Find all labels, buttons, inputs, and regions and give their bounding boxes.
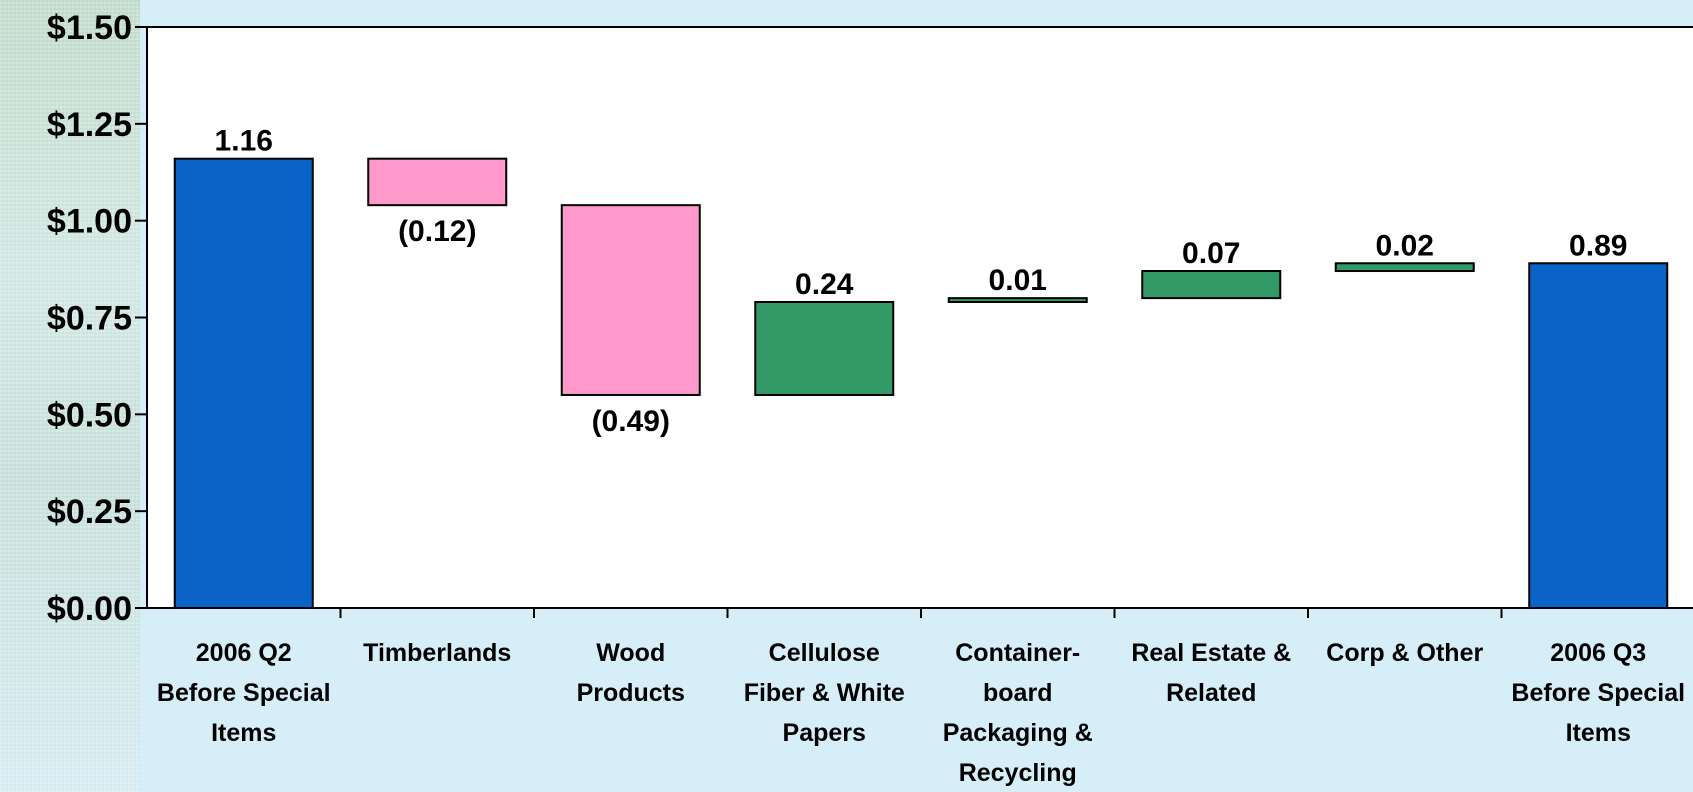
data-label: 0.01 — [989, 264, 1047, 297]
data-label: 0.07 — [1182, 237, 1240, 270]
bar-increase — [947, 297, 1088, 304]
category-label: 2006 Q2 — [196, 639, 292, 667]
category-label: Timberlands — [363, 639, 511, 667]
plot-area — [147, 27, 1693, 608]
category-label: Cellulose — [769, 639, 880, 667]
y-tick-label: $1.00 — [47, 203, 132, 241]
bars — [173, 157, 1669, 609]
y-tick-label: $1.25 — [47, 106, 132, 144]
category-label: Products — [577, 679, 685, 707]
bar-increase — [1334, 262, 1475, 273]
y-tick-label: $1.50 — [47, 9, 132, 47]
bar-total — [1528, 262, 1669, 609]
data-label: 0.02 — [1376, 229, 1434, 262]
category-label: Items — [1566, 719, 1631, 747]
data-label: (0.49) — [592, 405, 670, 438]
category-label: Container- — [955, 639, 1080, 667]
category-labels: 2006 Q2 Before Special Items Timberlands Woo… — [157, 639, 1685, 787]
category-label: Corp & Other — [1326, 639, 1483, 667]
data-label: 1.16 — [215, 125, 273, 158]
category-label: board — [983, 679, 1052, 707]
bar-total — [173, 157, 314, 609]
category-label: 2006 Q3 — [1550, 639, 1646, 667]
y-tick-label: $0.00 — [47, 590, 132, 628]
category-label: Packaging & — [943, 719, 1093, 747]
y-tick-label: $0.75 — [47, 300, 132, 338]
category-label: Before Special — [1511, 679, 1685, 707]
category-label: Before Special — [157, 679, 331, 707]
decorative-background-strip — [0, 0, 140, 792]
bar-increase — [754, 301, 895, 396]
data-labels: 1.16 (0.12) (0.49) 0.24 0.01 0.07 0.02 0.89 — [215, 125, 1628, 438]
category-label: Wood — [596, 639, 665, 667]
y-tick-label: $0.50 — [47, 396, 132, 434]
category-label: Items — [211, 719, 276, 747]
bar-decrease — [367, 157, 508, 207]
category-label: Recycling — [959, 759, 1077, 787]
bar-decrease — [560, 204, 701, 396]
bar-increase — [1141, 270, 1282, 300]
category-label: Papers — [783, 719, 866, 747]
axes: $0.00 $0.25 $0.50 $0.75 $1.00 $1.25 $1.50 — [47, 9, 1693, 628]
data-label: 0.89 — [1569, 229, 1627, 262]
category-label: Real Estate & — [1131, 639, 1291, 667]
y-tick-label: $0.25 — [47, 493, 132, 531]
category-label: Fiber & White — [744, 679, 905, 707]
category-label: Related — [1166, 679, 1256, 707]
data-label: 0.24 — [795, 268, 854, 301]
data-label: (0.12) — [398, 215, 476, 248]
